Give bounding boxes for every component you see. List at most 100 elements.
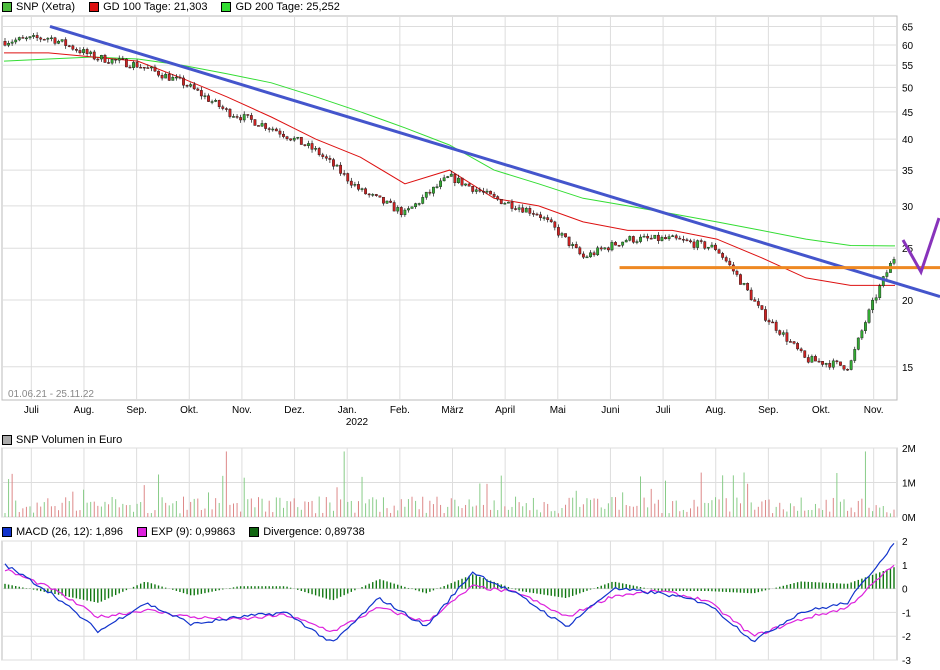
candle-body [117, 58, 121, 61]
candle-body [364, 188, 367, 195]
candle-body [796, 343, 800, 350]
candle-body [32, 35, 35, 37]
candle-body [821, 360, 824, 365]
legend-label-gd200: GD 200 Tage: 25,252 [235, 1, 340, 13]
candle-body [410, 206, 414, 209]
candle-body [621, 241, 625, 246]
x-tick-label: Nov. [864, 405, 884, 416]
candle-body [546, 217, 550, 220]
x-tick-label: Nov. [232, 405, 252, 416]
price-plot-area [1, 15, 898, 401]
candle-body [806, 357, 810, 363]
y-tick-label: 15 [902, 363, 914, 374]
candle-body [160, 75, 164, 79]
macd-y-tick-label: -2 [902, 632, 911, 643]
candle-body [414, 203, 417, 208]
candle-body [303, 144, 307, 146]
candle-body [860, 330, 864, 339]
candle-body [614, 242, 617, 246]
candle-body [842, 365, 846, 370]
candle-body [482, 191, 485, 193]
candle-body [507, 201, 510, 204]
candle-body [10, 41, 14, 44]
candle-body [581, 253, 585, 258]
candle-body [367, 193, 371, 196]
candle-body [589, 252, 592, 258]
y-tick-label: 40 [902, 135, 914, 146]
candle-body [235, 116, 239, 118]
y-tick-label: 35 [902, 166, 914, 177]
macd-y-tick-label: 1 [902, 561, 908, 572]
legend-label-snp: SNP (Xetra) [16, 1, 76, 13]
macd-y-tick-label: 0 [902, 585, 908, 596]
candle-body [278, 130, 282, 135]
candle-body [328, 158, 332, 160]
candle-body [696, 240, 700, 248]
candle-body [207, 95, 210, 102]
candle-body [382, 196, 385, 204]
candle-body [517, 207, 521, 210]
candle-body [639, 236, 642, 242]
legend-item-exp: EXP (9): 0,99863 [137, 526, 235, 538]
candle-body [714, 244, 717, 250]
candle-body [442, 177, 446, 182]
macd-legend: MACD (26, 12): 1,896 EXP (9): 0,99863 Di… [2, 525, 365, 539]
candle-body [603, 247, 607, 250]
candle-body [771, 321, 775, 324]
candle-body [25, 37, 28, 40]
candle-body [3, 41, 7, 46]
candle-body [542, 217, 546, 219]
candle-body [496, 196, 500, 200]
candle-body [449, 173, 453, 177]
candle-body [824, 363, 828, 365]
candle-body [592, 252, 596, 256]
candle-body [271, 128, 275, 131]
candle-body [856, 337, 860, 350]
candle-body [814, 356, 817, 362]
candle-body [564, 233, 567, 238]
candle-body [17, 37, 21, 41]
candle-body [60, 39, 64, 42]
date-range-label: 01.06.21 - 25.11.22 [8, 389, 94, 400]
candle-body [574, 244, 578, 248]
candle-body [435, 186, 439, 188]
candle-body [792, 341, 796, 344]
candle-body [892, 259, 896, 264]
candle-body [624, 240, 628, 243]
candle-body [257, 125, 260, 127]
candle-body [85, 49, 89, 54]
candle-body [121, 58, 125, 60]
candle-body [749, 289, 753, 300]
legend-swatch-snp [2, 2, 12, 12]
candle-body [324, 156, 328, 159]
candle-body [631, 236, 635, 243]
candle-body [260, 123, 264, 127]
candle-body [289, 138, 293, 141]
candle-body [332, 159, 335, 167]
candle-body [392, 202, 396, 212]
candle-body [14, 39, 18, 43]
candle-body [653, 234, 657, 239]
candle-body [867, 309, 871, 323]
series-line-macd [4, 543, 895, 643]
x-tick-label: Aug. [74, 405, 95, 416]
candle-body [374, 194, 378, 196]
candle-body [753, 299, 757, 302]
candle-body [135, 62, 139, 68]
candle-body [528, 208, 532, 214]
x-tick-label: Sep. [758, 405, 779, 416]
candle-body [610, 242, 614, 251]
volume-panel: 2M 1M 0M [1, 444, 916, 524]
candle-body [132, 62, 135, 68]
candle-body [192, 84, 196, 90]
candle-body [556, 227, 560, 236]
candle-body [28, 36, 32, 39]
candle-body [756, 301, 760, 306]
candle-body [739, 274, 742, 285]
candle-body [764, 309, 767, 321]
candle-body [421, 197, 425, 204]
candle-body [164, 73, 168, 79]
candle-body [242, 114, 246, 121]
candle-body [124, 58, 128, 68]
candle-body [453, 173, 457, 184]
